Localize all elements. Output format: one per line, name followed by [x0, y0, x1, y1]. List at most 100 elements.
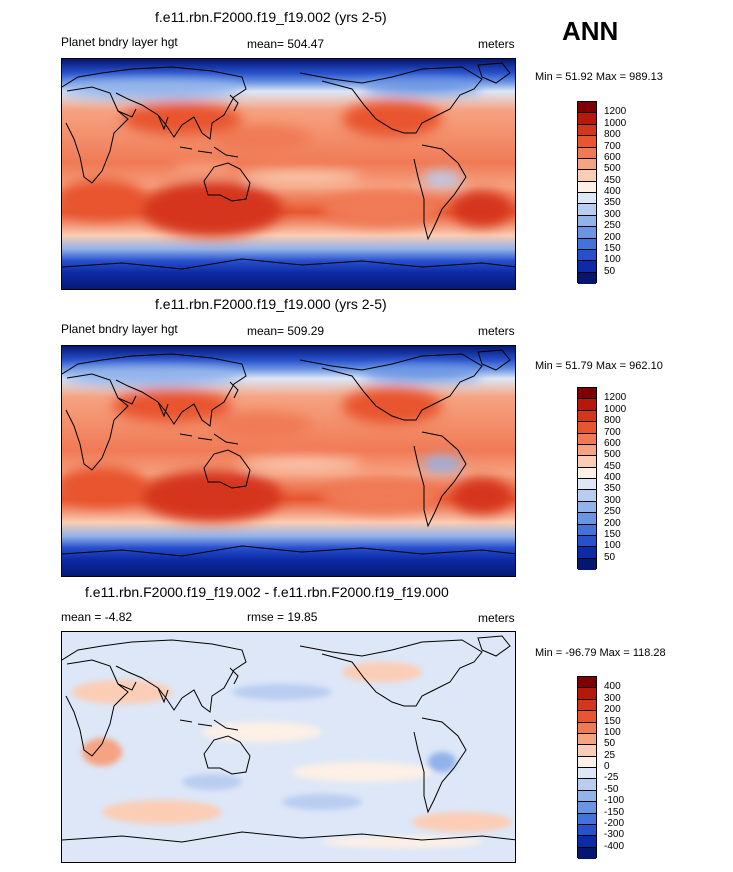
colorbar-segment — [578, 699, 596, 712]
colorbar-segment — [578, 410, 596, 423]
colorbar-tick-label: 200 — [604, 704, 621, 716]
colorbar-tick-label: 150 — [604, 715, 621, 727]
panel-3-mean: mean = -4.82 — [61, 610, 133, 624]
panel-2-mean: mean= 509.29 — [247, 324, 325, 338]
colorbar-tick-label: 50 — [604, 738, 616, 750]
panel-3-minmax: Min = -96.79 Max = 118.28 — [535, 647, 666, 659]
colorbar-tick-label: 500 — [604, 163, 621, 175]
panel-3-title: f.e11.rbn.F2000.f19_f19.002 - f.e11.rbn.… — [85, 584, 449, 600]
colorbar-segment — [578, 479, 596, 491]
colorbar-tick-label: -25 — [604, 772, 619, 784]
colorbar-segment — [578, 204, 596, 216]
colorbar-segment — [578, 433, 596, 445]
panel-2-units: meters — [478, 324, 515, 338]
colorbar-segment — [578, 711, 596, 723]
colorbar-segment — [578, 558, 596, 570]
colorbar-tick-label: 50 — [604, 265, 616, 277]
panel-1-units: meters — [478, 37, 515, 51]
panel-3-rmse: rmse = 19.85 — [247, 610, 318, 624]
colorbar-tick-label: 400 — [604, 472, 621, 483]
panel-1-mean: mean= 504.47 — [247, 37, 325, 51]
colorbar-segment — [578, 261, 596, 273]
colorbar-segment — [578, 677, 596, 689]
panel-2-minmax: Min = 51.79 Max = 962.10 — [535, 360, 663, 372]
colorbar-tick-label: 300 — [604, 208, 621, 220]
colorbar-tick-label: 450 — [604, 174, 621, 186]
colorbar-segment — [578, 113, 596, 125]
colorbar-segment — [578, 733, 596, 746]
colorbar-segment — [578, 215, 596, 228]
panel-1-map — [61, 58, 516, 290]
colorbar-tick-label: 700 — [604, 140, 621, 152]
colorbar-segment — [578, 422, 596, 434]
colorbar-tick-label: 400 — [604, 681, 621, 693]
colorbar-segment — [578, 824, 596, 837]
panel-3-units: meters — [478, 611, 515, 625]
colorbar-segment — [578, 813, 596, 825]
colorbar-segment — [578, 444, 596, 457]
colorbar-tick-label: 50 — [604, 551, 616, 563]
colorbar-tick-label: 100 — [604, 540, 621, 552]
colorbar-tick-label: 100 — [604, 254, 621, 266]
colorbar-tick-label: 700 — [604, 426, 621, 438]
colorbar-segment — [578, 745, 596, 757]
colorbar-tick-label: 800 — [604, 129, 621, 141]
colorbar-tick-label: 1000 — [604, 403, 627, 415]
panel-3-colorbar — [577, 676, 597, 859]
colorbar-tick-label: -300 — [604, 829, 625, 841]
colorbar-tick-label: 1200 — [604, 392, 627, 404]
colorbar-tick-label: 350 — [604, 197, 621, 209]
colorbar-segment — [578, 227, 596, 239]
colorbar-segment — [578, 790, 596, 803]
colorbar-segment — [578, 102, 596, 114]
colorbar-tick-label: 1200 — [604, 106, 627, 118]
colorbar-tick-label: 200 — [604, 231, 621, 243]
colorbar-segment — [578, 124, 596, 137]
colorbar-segment — [578, 170, 596, 182]
colorbar-segment — [578, 490, 596, 502]
colorbar-tick-label: 25 — [604, 749, 616, 761]
colorbar-segment — [578, 193, 596, 205]
panel-3-map — [61, 631, 516, 863]
colorbar-segment — [578, 768, 596, 780]
colorbar-segment — [578, 535, 596, 548]
colorbar-tick-label: 150 — [604, 242, 621, 254]
panel-1-title: f.e11.rbn.F2000.f19_f19.002 (yrs 2-5) — [155, 9, 387, 25]
colorbar-segment — [578, 756, 596, 768]
colorbar-tick-label: 600 — [604, 151, 621, 163]
colorbar-segment — [578, 779, 596, 791]
colorbar-segment — [578, 388, 596, 400]
colorbar-tick-label: -50 — [604, 783, 619, 795]
colorbar-tick-label: 100 — [604, 726, 621, 738]
colorbar-segment — [578, 181, 596, 193]
colorbar-segment — [578, 547, 596, 559]
colorbar-tick-label: -200 — [604, 817, 625, 829]
colorbar-segment — [578, 467, 596, 479]
colorbar-tick-label: 450 — [604, 460, 621, 472]
colorbar-tick-label: 1000 — [604, 117, 627, 129]
colorbar-segment — [578, 722, 596, 734]
colorbar-segment — [578, 238, 596, 250]
colorbar-segment — [578, 147, 596, 159]
colorbar-segment — [578, 456, 596, 468]
colorbar-tick-label: 250 — [604, 506, 621, 518]
panel-1-colorbar — [577, 101, 597, 284]
colorbar-tick-label: 600 — [604, 437, 621, 449]
colorbar-segment — [578, 524, 596, 536]
colorbar-tick-label: 400 — [604, 186, 621, 197]
colorbar-tick-label: 350 — [604, 483, 621, 495]
panel-1-variable-label: Planet bndry layer hgt — [61, 35, 178, 49]
colorbar-segment — [578, 688, 596, 700]
colorbar-tick-label: 300 — [604, 494, 621, 506]
colorbar-segment — [578, 802, 596, 814]
colorbar-segment — [578, 836, 596, 848]
colorbar-tick-label: 300 — [604, 692, 621, 704]
colorbar-segment — [578, 513, 596, 525]
panel-2-colorbar — [577, 387, 597, 570]
colorbar-tick-label: 200 — [604, 517, 621, 529]
season-label: ANN — [562, 16, 619, 46]
panel-2-variable-label: Planet bndry layer hgt — [61, 322, 178, 336]
colorbar-segment — [578, 158, 596, 171]
colorbar-tick-label: 250 — [604, 220, 621, 232]
colorbar-segment — [578, 847, 596, 859]
